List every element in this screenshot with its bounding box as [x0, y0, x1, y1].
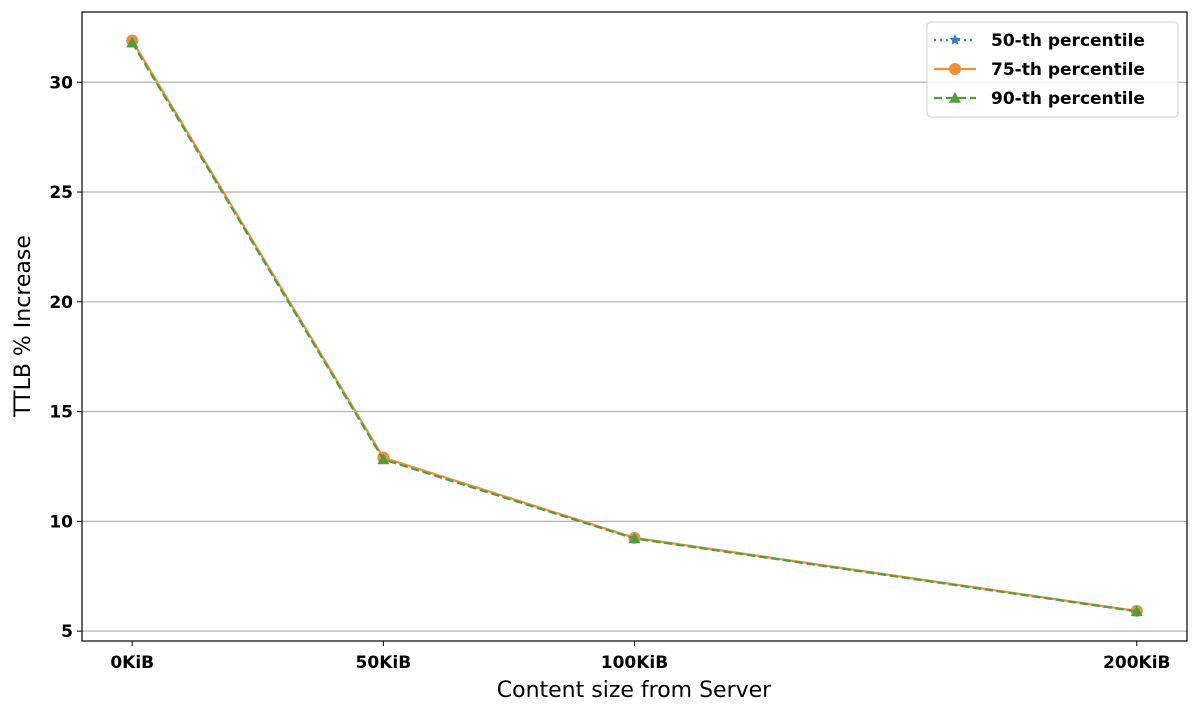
x-tick-label: 100KiB: [601, 653, 668, 673]
x-axis-ticks: 0KiB 50KiB 100KiB 200KiB: [110, 641, 1170, 673]
series-1: [126, 35, 1143, 617]
series-line: [131, 39, 1137, 613]
x-tick-label: 0KiB: [110, 653, 154, 673]
data-point-triangle: [628, 532, 641, 544]
series-2: [126, 34, 1143, 617]
series-line: [131, 41, 1137, 613]
legend-label: 50-th percentile: [991, 31, 1145, 51]
legend-item: 50-th percentile: [934, 31, 1145, 51]
y-tick-label: 30: [49, 73, 73, 93]
legend-item: 75-th percentile: [934, 60, 1145, 80]
y-axis-ticks: 5 10 15 20 25 30: [49, 73, 82, 642]
x-axis-label: Content size from Server: [497, 678, 772, 703]
y-tick-label: 5: [61, 622, 73, 642]
data-point-triangle: [126, 36, 139, 48]
data-point-triangle: [949, 92, 961, 103]
grid-lines: [82, 81, 1187, 632]
y-tick-label: 25: [49, 183, 73, 203]
data-point-triangle: [1130, 605, 1143, 617]
y-tick-label: 20: [49, 293, 73, 313]
series-line: [131, 42, 1137, 613]
data-point-circle: [949, 63, 961, 75]
series-3: [126, 36, 1143, 617]
legend-label: 90-th percentile: [991, 89, 1145, 109]
legend-label: 75-th percentile: [991, 60, 1145, 80]
y-tick-label: 10: [49, 512, 73, 532]
data-point-star: [949, 34, 961, 45]
x-tick-label: 50KiB: [356, 653, 412, 673]
x-tick-label: 200KiB: [1103, 653, 1170, 673]
y-axis-label: TTLB % Increase: [11, 235, 36, 418]
y-tick-label: 15: [49, 403, 73, 423]
data-point-triangle: [377, 453, 390, 465]
legend-box: [926, 21, 1179, 118]
legend: 50-th percentile 75-th percentile 90-th pe…: [926, 21, 1179, 118]
series-layer: [126, 34, 1143, 617]
legend-item: 90-th percentile: [934, 89, 1145, 109]
